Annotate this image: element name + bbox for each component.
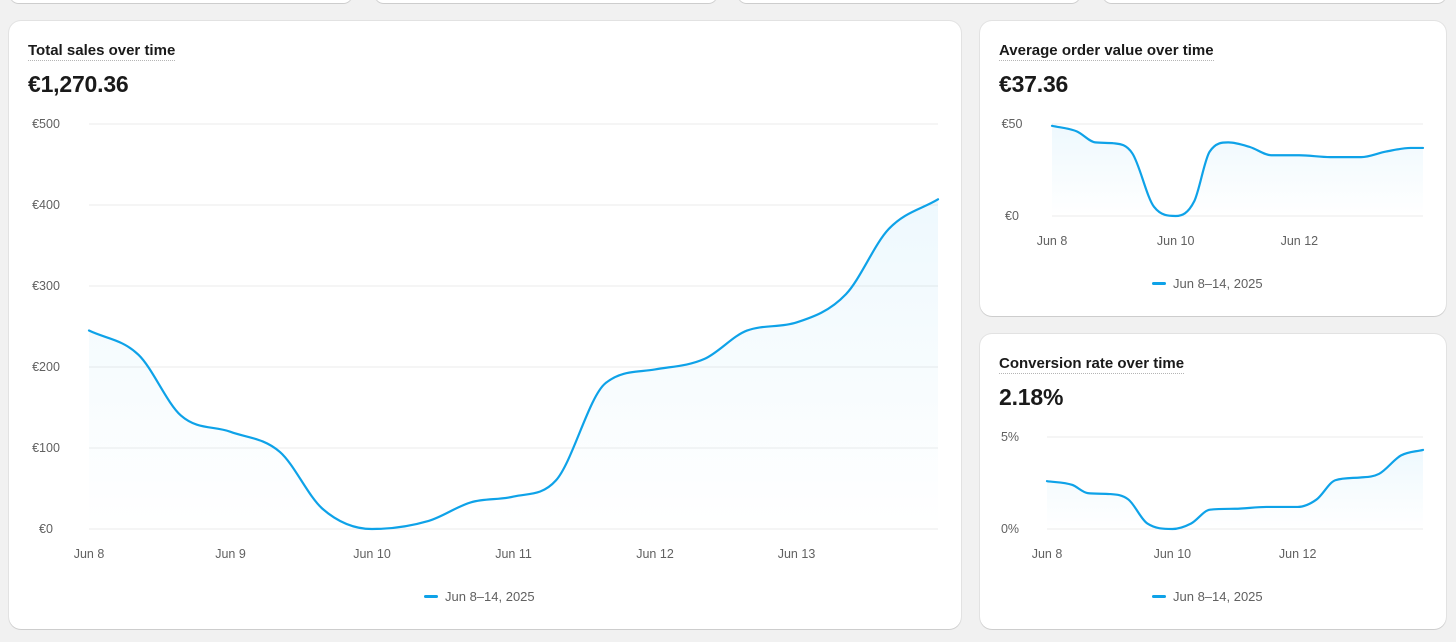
series-area <box>1047 449 1423 529</box>
x-tick-label: Jun 12 <box>1279 547 1317 561</box>
data-point[interactable] <box>228 429 234 435</box>
total-sales-title[interactable]: Total sales over time <box>28 42 176 61</box>
metric-card-4[interactable] <box>1103 0 1446 3</box>
y-tick-label: €0 <box>39 522 53 536</box>
total-sales-card: Total sales over time €1,270.36 €0 €100 €2… <box>9 21 961 629</box>
metric-card-1[interactable] <box>10 0 352 3</box>
data-point[interactable] <box>1295 504 1301 510</box>
y-tick-label: 0% <box>1001 522 1019 536</box>
conversion-rate-title[interactable]: Conversion rate over time <box>999 355 1185 374</box>
legend-label: Jun 8–14, 2025 <box>445 589 535 604</box>
x-tick-label: Jun 10 <box>353 547 391 561</box>
x-tick-label: Jun 8 <box>1037 234 1068 248</box>
data-point[interactable] <box>511 494 517 500</box>
data-point[interactable] <box>652 366 658 372</box>
x-tick-label: Jun 8 <box>1032 547 1063 561</box>
y-tick-label: €50 <box>1002 117 1023 131</box>
x-tick-label: Jun 11 <box>495 547 532 561</box>
data-point[interactable] <box>1169 526 1175 532</box>
y-tick-label: €100 <box>32 441 60 455</box>
total-sales-legend[interactable]: Jun 8–14, 2025 <box>424 589 535 604</box>
y-tick-label: €200 <box>32 360 60 374</box>
x-tick-label: Jun 9 <box>215 547 246 561</box>
data-point[interactable] <box>935 196 941 202</box>
y-tick-label: 5% <box>1001 430 1019 444</box>
data-point[interactable] <box>1420 447 1426 453</box>
data-point[interactable] <box>1049 123 1055 129</box>
series-area <box>89 199 938 529</box>
total-sales-chart: €0 €100 €200 €300 €400 €500 Jun 8 Jun 9 Jun 10 Ju… <box>32 117 941 561</box>
series-line[interactable] <box>1045 448 1425 531</box>
conversion-rate-chart: 0% 5% Jun 8 Jun 10 Jun 12 <box>1001 430 1426 561</box>
data-point[interactable] <box>1420 145 1426 151</box>
data-point[interactable] <box>1232 506 1238 512</box>
series-line[interactable] <box>87 198 940 531</box>
average-order-value-card: Average order value over time €37.36 €0 €… <box>980 21 1446 316</box>
x-tick-label: Jun 13 <box>778 547 816 561</box>
data-point[interactable] <box>1111 140 1117 146</box>
y-tick-label: €500 <box>32 117 60 131</box>
y-tick-label: €400 <box>32 198 60 212</box>
legend-label: Jun 8–14, 2025 <box>1173 589 1263 604</box>
x-tick-label: Jun 12 <box>1281 234 1319 248</box>
series-line[interactable] <box>1050 124 1425 218</box>
aov-title[interactable]: Average order value over time <box>999 42 1214 61</box>
conversion-rate-legend[interactable]: Jun 8–14, 2025 <box>1152 589 1263 604</box>
conversion-rate-value: 2.18% <box>999 384 1064 410</box>
metric-card-3[interactable] <box>738 0 1080 3</box>
x-tick-label: Jun 10 <box>1154 547 1192 561</box>
x-tick-label: Jun 8 <box>74 547 105 561</box>
aov-legend[interactable]: Jun 8–14, 2025 <box>1152 276 1263 291</box>
data-point[interactable] <box>1357 474 1363 480</box>
data-point[interactable] <box>794 319 800 325</box>
total-sales-value: €1,270.36 <box>28 71 129 97</box>
data-point[interactable] <box>1044 478 1050 484</box>
data-point[interactable] <box>1107 491 1113 497</box>
series-area <box>1052 125 1423 216</box>
data-point[interactable] <box>1296 152 1302 158</box>
legend-swatch <box>1152 595 1166 598</box>
data-point[interactable] <box>1235 140 1241 146</box>
x-tick-label: Jun 12 <box>636 547 674 561</box>
y-tick-label: €0 <box>1005 209 1019 223</box>
legend-label: Jun 8–14, 2025 <box>1173 276 1263 291</box>
aov-value: €37.36 <box>999 71 1069 97</box>
data-point[interactable] <box>1173 213 1179 219</box>
data-point[interactable] <box>1358 154 1364 160</box>
conversion-rate-card: Conversion rate over time 2.18% 0% 5% Jun … <box>980 334 1446 629</box>
y-tick-label: €300 <box>32 279 60 293</box>
data-point[interactable] <box>86 328 92 334</box>
legend-swatch <box>424 595 438 598</box>
aov-chart: €0 €50 Jun 8 Jun 10 Jun 12 <box>1002 117 1426 248</box>
legend-swatch <box>1152 282 1166 285</box>
metric-card-2[interactable] <box>375 0 717 3</box>
data-point[interactable] <box>369 526 375 532</box>
x-tick-label: Jun 10 <box>1157 234 1195 248</box>
